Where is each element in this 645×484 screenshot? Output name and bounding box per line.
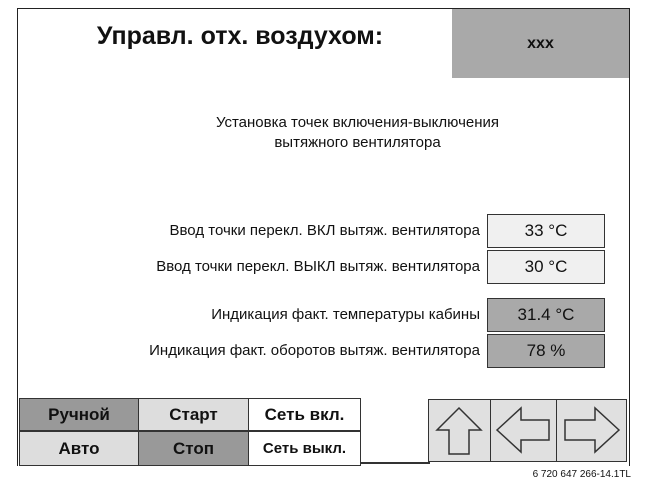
button[interactable]: Старт <box>138 398 249 431</box>
label: Ввод точки перекл. ВЫКЛ вытяж. вентилято… <box>156 258 480 275</box>
arrow-left[interactable] <box>490 399 557 462</box>
subtitle: вытяжного вентилятора <box>274 134 441 151</box>
display: 78 % <box>487 334 605 368</box>
frame <box>17 8 630 466</box>
title: Управл. отх. воздухом: <box>96 22 384 50</box>
arrow-up[interactable] <box>428 399 491 462</box>
arrow-right[interactable] <box>556 399 627 462</box>
input[interactable]: 30 °C <box>487 250 605 284</box>
button[interactable]: Сеть вкл. <box>248 398 361 431</box>
footer-code: 6 720 647 266-14.1TL <box>532 469 631 480</box>
display: 31.4 °C <box>487 298 605 332</box>
rule <box>360 462 430 464</box>
button[interactable]: Авто <box>19 431 139 466</box>
label: Ввод точки перекл. ВКЛ вытяж. вентилятор… <box>169 222 481 239</box>
status: xxx <box>452 9 629 78</box>
label: Индикация факт. температуры кабины <box>211 306 480 323</box>
button[interactable]: Ручной <box>19 398 139 431</box>
button[interactable]: Стоп <box>138 431 249 466</box>
subtitle: Установка точек включения-выключения <box>215 114 500 131</box>
label: Индикация факт. оборотов вытяж. вентилят… <box>149 342 480 359</box>
input[interactable]: 33 °C <box>487 214 605 248</box>
button[interactable]: Сеть выкл. <box>248 431 361 466</box>
